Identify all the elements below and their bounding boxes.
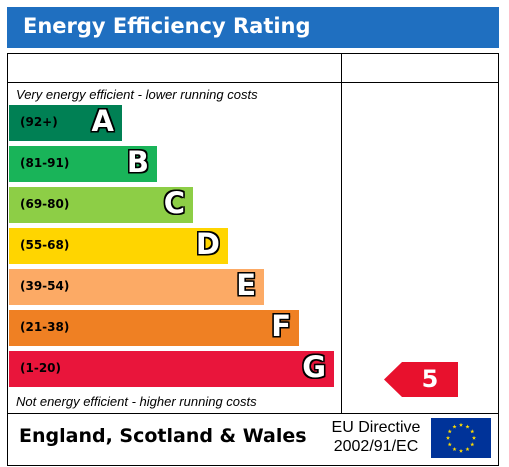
eu-star-icon	[452, 447, 457, 452]
band-range: (81-91)	[20, 156, 70, 170]
band-letter: D	[195, 227, 220, 261]
eu-star-icon	[447, 429, 452, 434]
eu-star-icon	[465, 447, 470, 452]
column-header-divider	[7, 82, 499, 83]
band-f: (21-38) F	[9, 309, 299, 346]
band-range: (39-54)	[20, 279, 70, 293]
caption-bottom: Not energy efficient - higher running co…	[16, 394, 257, 409]
eu-star-icon	[465, 424, 470, 429]
band-range: (69-80)	[20, 197, 70, 211]
directive-line-1: EU Directive	[331, 419, 421, 436]
eu-directive: EU Directive 2002/91/EC	[326, 418, 426, 456]
band-g: (1-20) G	[9, 350, 334, 387]
chart-frame	[7, 53, 499, 466]
band-letter: C	[163, 186, 185, 220]
footer-region: England, Scotland & Wales	[19, 425, 307, 447]
band-d: (55-68) D	[9, 227, 228, 264]
eu-star-icon	[470, 442, 475, 447]
eu-star-icon	[447, 442, 452, 447]
band-letter: G	[302, 350, 326, 384]
band-letter: F	[271, 309, 291, 343]
directive-line-2: 2002/91/EC	[333, 438, 419, 455]
band-range: (21-38)	[20, 320, 70, 334]
band-e: (39-54) E	[9, 268, 264, 305]
eu-star-icon	[470, 429, 475, 434]
eu-flag-icon	[431, 418, 491, 458]
band-letter: E	[236, 268, 256, 302]
eu-star-icon	[458, 448, 464, 453]
current-rating-value: 5	[421, 365, 439, 393]
eu-star-icon	[445, 435, 451, 440]
eu-star-icon	[458, 422, 464, 427]
current-rating-pointer: 5	[384, 362, 458, 397]
header-bar: Energy Efficiency Rating	[7, 7, 499, 48]
band-a: (92+) A	[9, 104, 122, 141]
band-b: (81-91) B	[9, 145, 157, 182]
band-letter: B	[126, 145, 149, 179]
column-divider	[341, 53, 342, 413]
band-c: (69-80) C	[9, 186, 193, 223]
band-range: (92+)	[20, 115, 58, 129]
page-title: Energy Efficiency Rating	[23, 14, 311, 38]
eu-star-icon	[471, 435, 477, 440]
band-range: (1-20)	[20, 361, 61, 375]
eu-star-icon	[452, 424, 457, 429]
band-range: (55-68)	[20, 238, 70, 252]
band-letter: A	[91, 104, 114, 138]
caption-top: Very energy efficient - lower running co…	[16, 87, 258, 102]
footer-divider	[7, 413, 499, 414]
